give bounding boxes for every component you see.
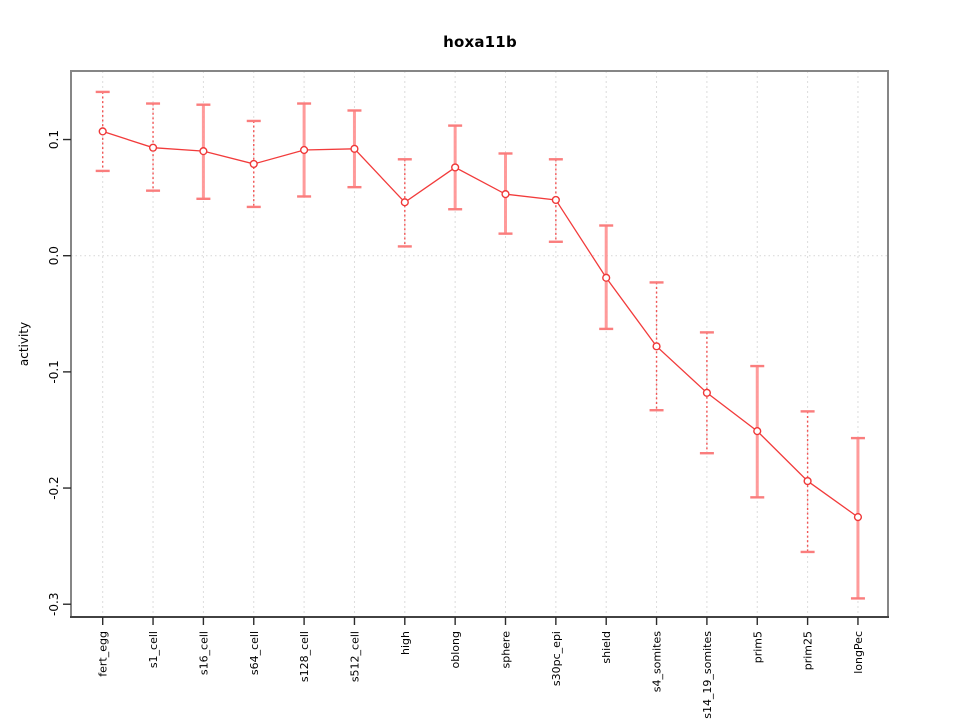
data-point: [199, 147, 208, 156]
plot-border: [70, 70, 889, 618]
x-tick-label: high: [399, 631, 412, 655]
y-tick-label: -0.3: [47, 593, 61, 616]
x-tick-label: sphere: [500, 631, 513, 669]
y-tick-label: -0.1: [47, 360, 61, 383]
x-tick-label: s64_cell: [248, 631, 261, 675]
data-point: [702, 388, 712, 397]
data-point: [300, 145, 309, 155]
x-tick-label: prim5: [751, 631, 764, 663]
data-point: [602, 273, 611, 282]
x-tick-label: s16_cell: [197, 631, 210, 675]
data-point: [753, 427, 762, 436]
x-tick-label: fert_egg: [97, 631, 110, 677]
data-point: [350, 144, 359, 153]
x-tick-label: prim25: [802, 631, 815, 670]
data-point: [551, 195, 560, 205]
data-point: [400, 198, 409, 207]
data-point: [148, 143, 158, 152]
data-point: [803, 476, 812, 486]
data-point: [98, 127, 107, 136]
data-point: [249, 159, 258, 169]
series-line: [102, 130, 859, 518]
x-tick-label: s14_19_somites: [701, 631, 714, 719]
x-tick-label: oblong: [449, 631, 462, 668]
x-tick-label: s4_somites: [651, 631, 664, 693]
x-tick-label: s128_cell: [298, 631, 311, 682]
x-tick-label: s512_cell: [348, 631, 361, 682]
y-tick-label: -0.2: [47, 476, 61, 499]
y-tick-label: 0.1: [47, 130, 61, 149]
x-tick-label: s1_cell: [147, 631, 160, 668]
x-tick-label: longPec: [852, 631, 865, 674]
data-point: [652, 342, 661, 351]
data-point: [853, 512, 863, 522]
data-point: [501, 190, 510, 199]
data-point: [451, 163, 460, 172]
x-tick-label: shield: [600, 631, 613, 664]
y-tick-label: 0.0: [47, 246, 61, 265]
x-tick-label: s30pc_epi: [550, 631, 563, 686]
chart-title: hoxa11b: [443, 33, 517, 51]
